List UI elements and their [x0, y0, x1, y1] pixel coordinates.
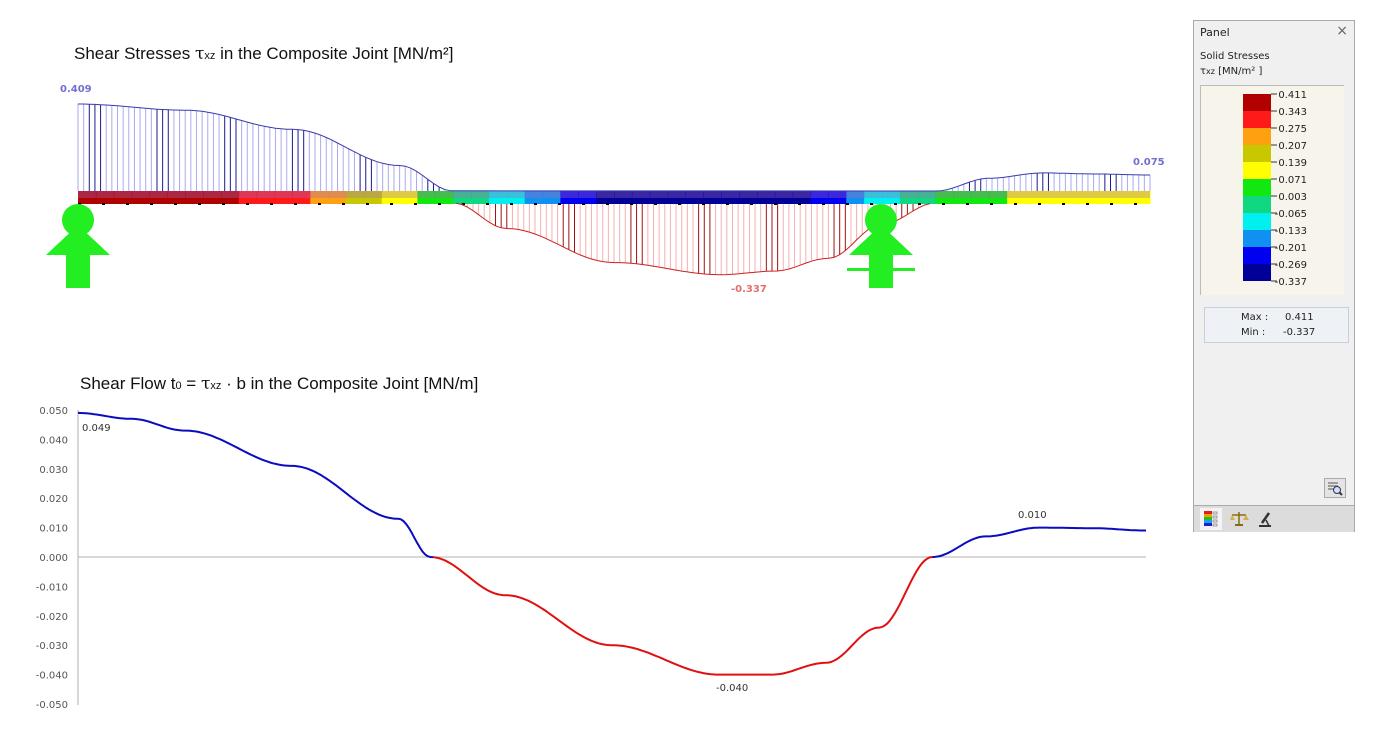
- close-icon[interactable]: ×: [1336, 23, 1348, 39]
- positive-curve-right: [932, 526, 1146, 558]
- legend-color-swatch: [1243, 111, 1271, 128]
- flow-max-label: 0.049: [82, 423, 111, 434]
- upper-end-label: 0.075: [1133, 157, 1165, 168]
- legend-color-swatch: [1243, 94, 1271, 111]
- legend-color-swatch: [1243, 264, 1271, 281]
- flow-min-label: -0.040: [716, 683, 748, 694]
- y-tick-label: -0.030: [36, 641, 68, 652]
- panel-unit: τxz [MN/m² ]: [1200, 66, 1262, 77]
- legend-color-swatch: [1243, 230, 1271, 247]
- y-tick-label: 0.010: [39, 524, 68, 535]
- legend-color-swatch: [1243, 213, 1271, 230]
- lower-chart-title: Shear Flow t0 = τxz · b in the Composite…: [80, 374, 478, 394]
- tau-symbol: τ: [194, 44, 205, 64]
- y-tick-label: 0.000: [39, 553, 68, 564]
- balance-tab[interactable]: [1228, 508, 1250, 530]
- positive-outline: [78, 103, 1150, 192]
- negative-curve: [432, 556, 933, 676]
- t-subscript: 0: [175, 380, 182, 392]
- upper-chart-title: Shear Stresses τxz in the Composite Join…: [74, 44, 453, 64]
- legend-color-swatch: [1243, 247, 1271, 264]
- y-tick-label: 0.020: [39, 494, 68, 505]
- legend-color-swatch: [1243, 179, 1271, 196]
- min-max-box: Max : 0.411 Min : -0.337: [1204, 307, 1349, 343]
- negative-outline: [455, 202, 931, 276]
- panel-heading: Solid Stresses: [1200, 51, 1270, 62]
- y-tick-label: -0.010: [36, 582, 68, 593]
- y-tick-label: -0.040: [36, 671, 68, 682]
- y-tick-label: -0.050: [36, 700, 68, 711]
- stress-hatch-lines: [77, 104, 1151, 275]
- legend-color-swatch: [1243, 145, 1271, 162]
- y-tick-label: 0.050: [39, 406, 68, 417]
- tau-symbol: τ: [1200, 66, 1207, 77]
- tau-subscript: xz: [210, 380, 222, 392]
- color-scale-tab[interactable]: [1200, 508, 1222, 530]
- y-tick-label: 0.030: [39, 465, 68, 476]
- shear-stress-diagram: 0.409 -0.337 0.075: [46, 84, 1165, 295]
- tau-subscript: xz: [204, 50, 216, 62]
- color-band: [78, 191, 1151, 205]
- legend-value: -0.201: [1275, 243, 1307, 254]
- upper-max-label: 0.409: [60, 84, 92, 95]
- min-value: -0.337: [1283, 327, 1316, 338]
- legend-value: 0.003: [1278, 192, 1307, 203]
- legend-panel: Panel × Solid Stresses τxz [MN/m² ] 0.41…: [1193, 20, 1355, 532]
- zoom-list-button[interactable]: [1324, 478, 1346, 498]
- magnifier-list-icon: [1328, 482, 1343, 496]
- y-tick-label: 0.040: [39, 435, 68, 446]
- microscope-tab[interactable]: [1254, 508, 1276, 530]
- upper-title-text: Shear Stresses: [74, 44, 195, 63]
- y-axis-ticks: 0.050 0.040 0.030 0.020 0.010 0.000 -0.010 -0.0…: [36, 406, 68, 711]
- shear-flow-chart: 0.050 0.040 0.030 0.020 0.010 0.000 -0.010 -0.0…: [36, 406, 1146, 711]
- equals: =: [181, 374, 201, 393]
- color-scale-icon: [1204, 511, 1218, 527]
- y-tick-label: -0.020: [36, 612, 68, 623]
- legend-value: -0.065: [1275, 209, 1307, 220]
- legend-value: 0.275: [1278, 124, 1307, 135]
- right-support-icon: [847, 204, 915, 288]
- legend-value: -0.133: [1275, 226, 1307, 237]
- balance-scale-icon: [1230, 512, 1249, 526]
- color-legend: 0.411 0.343 0.275 0.207 0.139 0.071 0.003 -0.06…: [1200, 85, 1344, 295]
- legend-value: 0.343: [1278, 107, 1307, 118]
- microscope-icon: [1259, 512, 1271, 527]
- upper-title-rest: in the Composite Joint [MN/m²]: [215, 44, 454, 63]
- legend-value: 0.411: [1278, 90, 1307, 101]
- legend-value: 0.207: [1278, 141, 1307, 152]
- legend-value: -0.337: [1275, 277, 1307, 288]
- legend-color-swatch: [1243, 162, 1271, 179]
- flow-local-max-label: 0.010: [1018, 510, 1047, 521]
- unit-text: [MN/m² ]: [1214, 66, 1263, 77]
- tau-subscript: xz: [1206, 67, 1215, 76]
- legend-color-swatch: [1243, 196, 1271, 213]
- lower-title-text: Shear Flow t: [80, 374, 176, 393]
- panel-tabs: [1194, 505, 1354, 532]
- min-label: Min :: [1241, 327, 1266, 338]
- lower-title-rest: · b in the Composite Joint [MN/m]: [221, 374, 479, 393]
- legend-value: 0.139: [1278, 158, 1307, 169]
- upper-min-label: -0.337: [731, 284, 767, 295]
- left-support-icon: [46, 204, 110, 288]
- panel-header: Panel ×: [1194, 21, 1354, 43]
- legend-value: 0.071: [1278, 175, 1307, 186]
- max-label: Max :: [1241, 312, 1269, 323]
- panel-title: Panel: [1200, 26, 1230, 39]
- legend-color-swatch: [1243, 128, 1271, 145]
- max-value: 0.411: [1285, 312, 1314, 323]
- positive-curve-left: [77, 411, 434, 559]
- tau-symbol: τ: [200, 374, 211, 394]
- legend-value: -0.269: [1275, 260, 1307, 271]
- legend-scale: 0.411 0.343 0.275 0.207 0.139 0.071 0.003 -0.06…: [1243, 90, 1307, 288]
